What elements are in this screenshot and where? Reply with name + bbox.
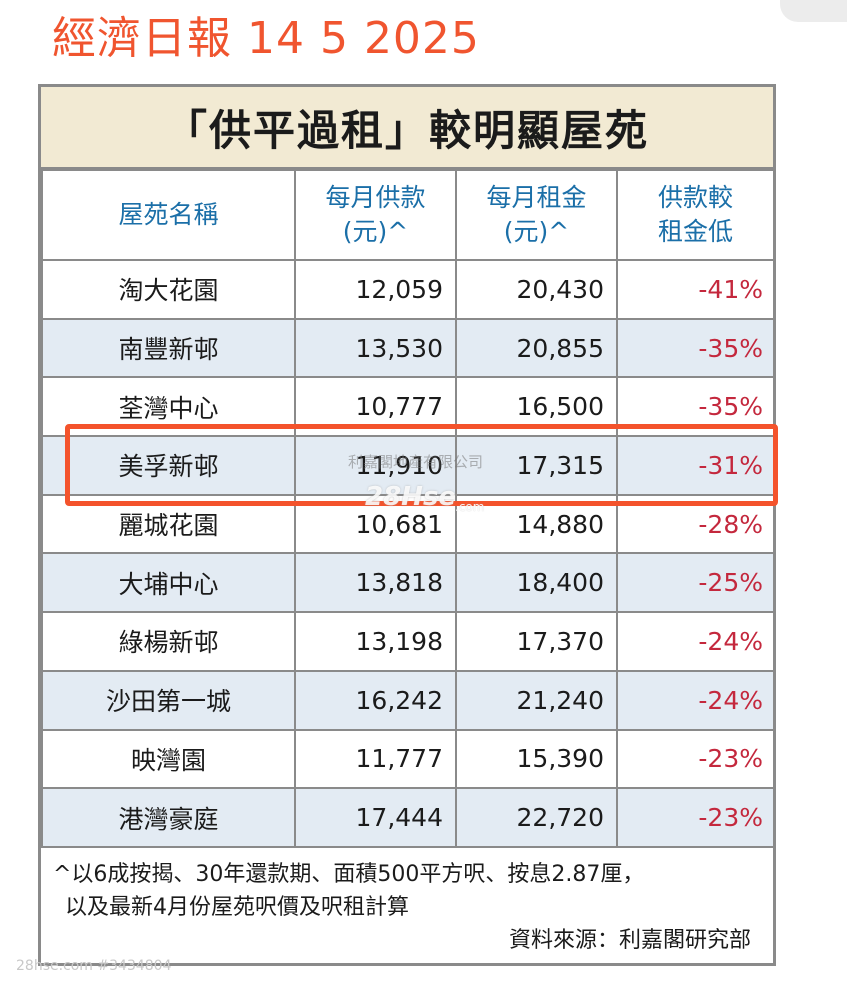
- table-row: 映灣園 11,777 15,390 -23%: [41, 728, 775, 790]
- table-banner: 「供平過租」較明顯屋苑: [41, 87, 773, 169]
- difference-cell: -35%: [616, 317, 775, 379]
- company-watermark: 利嘉閣地產有限公司: [348, 453, 484, 471]
- rent-cell: 17,315: [455, 435, 618, 496]
- rent-cell: 17,370: [455, 611, 618, 672]
- table-row: 南豐新邨 13,530 20,855 -35%: [41, 317, 775, 379]
- rent-cell: 22,720: [455, 787, 618, 848]
- mortgage-cell: 13,818: [294, 552, 457, 614]
- difference-cell: -24%: [616, 611, 775, 672]
- mortgage-cell: 12,059: [294, 259, 457, 320]
- rent-cell: 20,855: [455, 317, 618, 379]
- footnote-line-1: ^以6成按揭、30年還款期、面積500平方呎、按息2.87厘，: [53, 861, 645, 887]
- header-difference: 供款較 租金低: [616, 169, 775, 261]
- mortgage-cell: 11,777: [294, 728, 457, 790]
- table-row-highlighted: 美孚新邨 11,910 17,315 -31%: [41, 435, 775, 496]
- rent-cell: 20,430: [455, 259, 618, 320]
- estate-name-cell: 淘大花園: [41, 259, 296, 320]
- table-row: 沙田第一城 16,242 21,240 -24%: [41, 669, 775, 731]
- table-footnote: ^以6成按揭、30年還款期、面積500平方呎、按息2.87厘， 以及最新4月份屋…: [41, 848, 773, 957]
- top-corner-decoration: [780, 0, 847, 22]
- rent-cell: 18,400: [455, 552, 618, 614]
- table-header-row: 屋苑名稱 每月供款 (元)^ 每月租金 (元)^ 供款較 租金低: [41, 169, 775, 261]
- table-row: 港灣豪庭 17,444 22,720 -23%: [41, 787, 775, 848]
- footnote-line-2: 以及最新4月份屋苑呎價及呎租計算: [65, 894, 409, 920]
- mortgage-cell: 17,444: [294, 787, 457, 848]
- estate-name-cell: 大埔中心: [41, 552, 296, 614]
- estate-name-cell: 港灣豪庭: [41, 787, 296, 848]
- difference-cell: -24%: [616, 669, 775, 731]
- estate-name-cell: 美孚新邨: [41, 435, 296, 496]
- header-monthly-rent: 每月租金 (元)^: [455, 169, 618, 261]
- mortgage-cell: 16,242: [294, 669, 457, 731]
- data-source: 資料來源：利嘉閣研究部: [508, 927, 751, 953]
- difference-cell: -31%: [616, 435, 775, 496]
- mortgage-cell: 13,530: [294, 317, 457, 379]
- site-logo-watermark: 28Hse: [365, 482, 457, 512]
- difference-cell: -23%: [616, 787, 775, 848]
- mortgage-cell: 13,198: [294, 611, 457, 672]
- estate-name-cell: 沙田第一城: [41, 669, 296, 731]
- highlight-box: [65, 424, 778, 506]
- header-estate-name: 屋苑名稱: [41, 169, 296, 261]
- table-row: 大埔中心 13,818 18,400 -25%: [41, 552, 775, 614]
- site-logo-watermark-suffix: .com: [455, 500, 485, 514]
- newspaper-headline: 經濟日報 14 5 2025: [52, 13, 480, 64]
- table-row: 綠楊新邨 13,198 17,370 -24%: [41, 611, 775, 672]
- rent-cell: 21,240: [455, 669, 618, 731]
- article-table-panel: 「供平過租」較明顯屋苑 屋苑名稱 每月供款 (元)^ 每月租金 (元)^ 供款較…: [38, 84, 776, 966]
- rent-cell: 15,390: [455, 728, 618, 790]
- difference-cell: -23%: [616, 728, 775, 790]
- header-monthly-mortgage: 每月供款 (元)^: [294, 169, 457, 261]
- table-title: 「供平過租」較明顯屋苑: [164, 105, 649, 155]
- difference-cell: -41%: [616, 259, 775, 320]
- difference-cell: -25%: [616, 552, 775, 614]
- table-row: 淘大花園 12,059 20,430 -41%: [41, 259, 775, 320]
- estate-name-cell: 映灣園: [41, 728, 296, 790]
- estate-name-cell: 綠楊新邨: [41, 611, 296, 672]
- mortgage-cell: 11,910: [294, 435, 457, 496]
- listing-id-watermark: 28hse.com #3434804: [16, 958, 172, 974]
- estate-name-cell: 南豐新邨: [41, 317, 296, 379]
